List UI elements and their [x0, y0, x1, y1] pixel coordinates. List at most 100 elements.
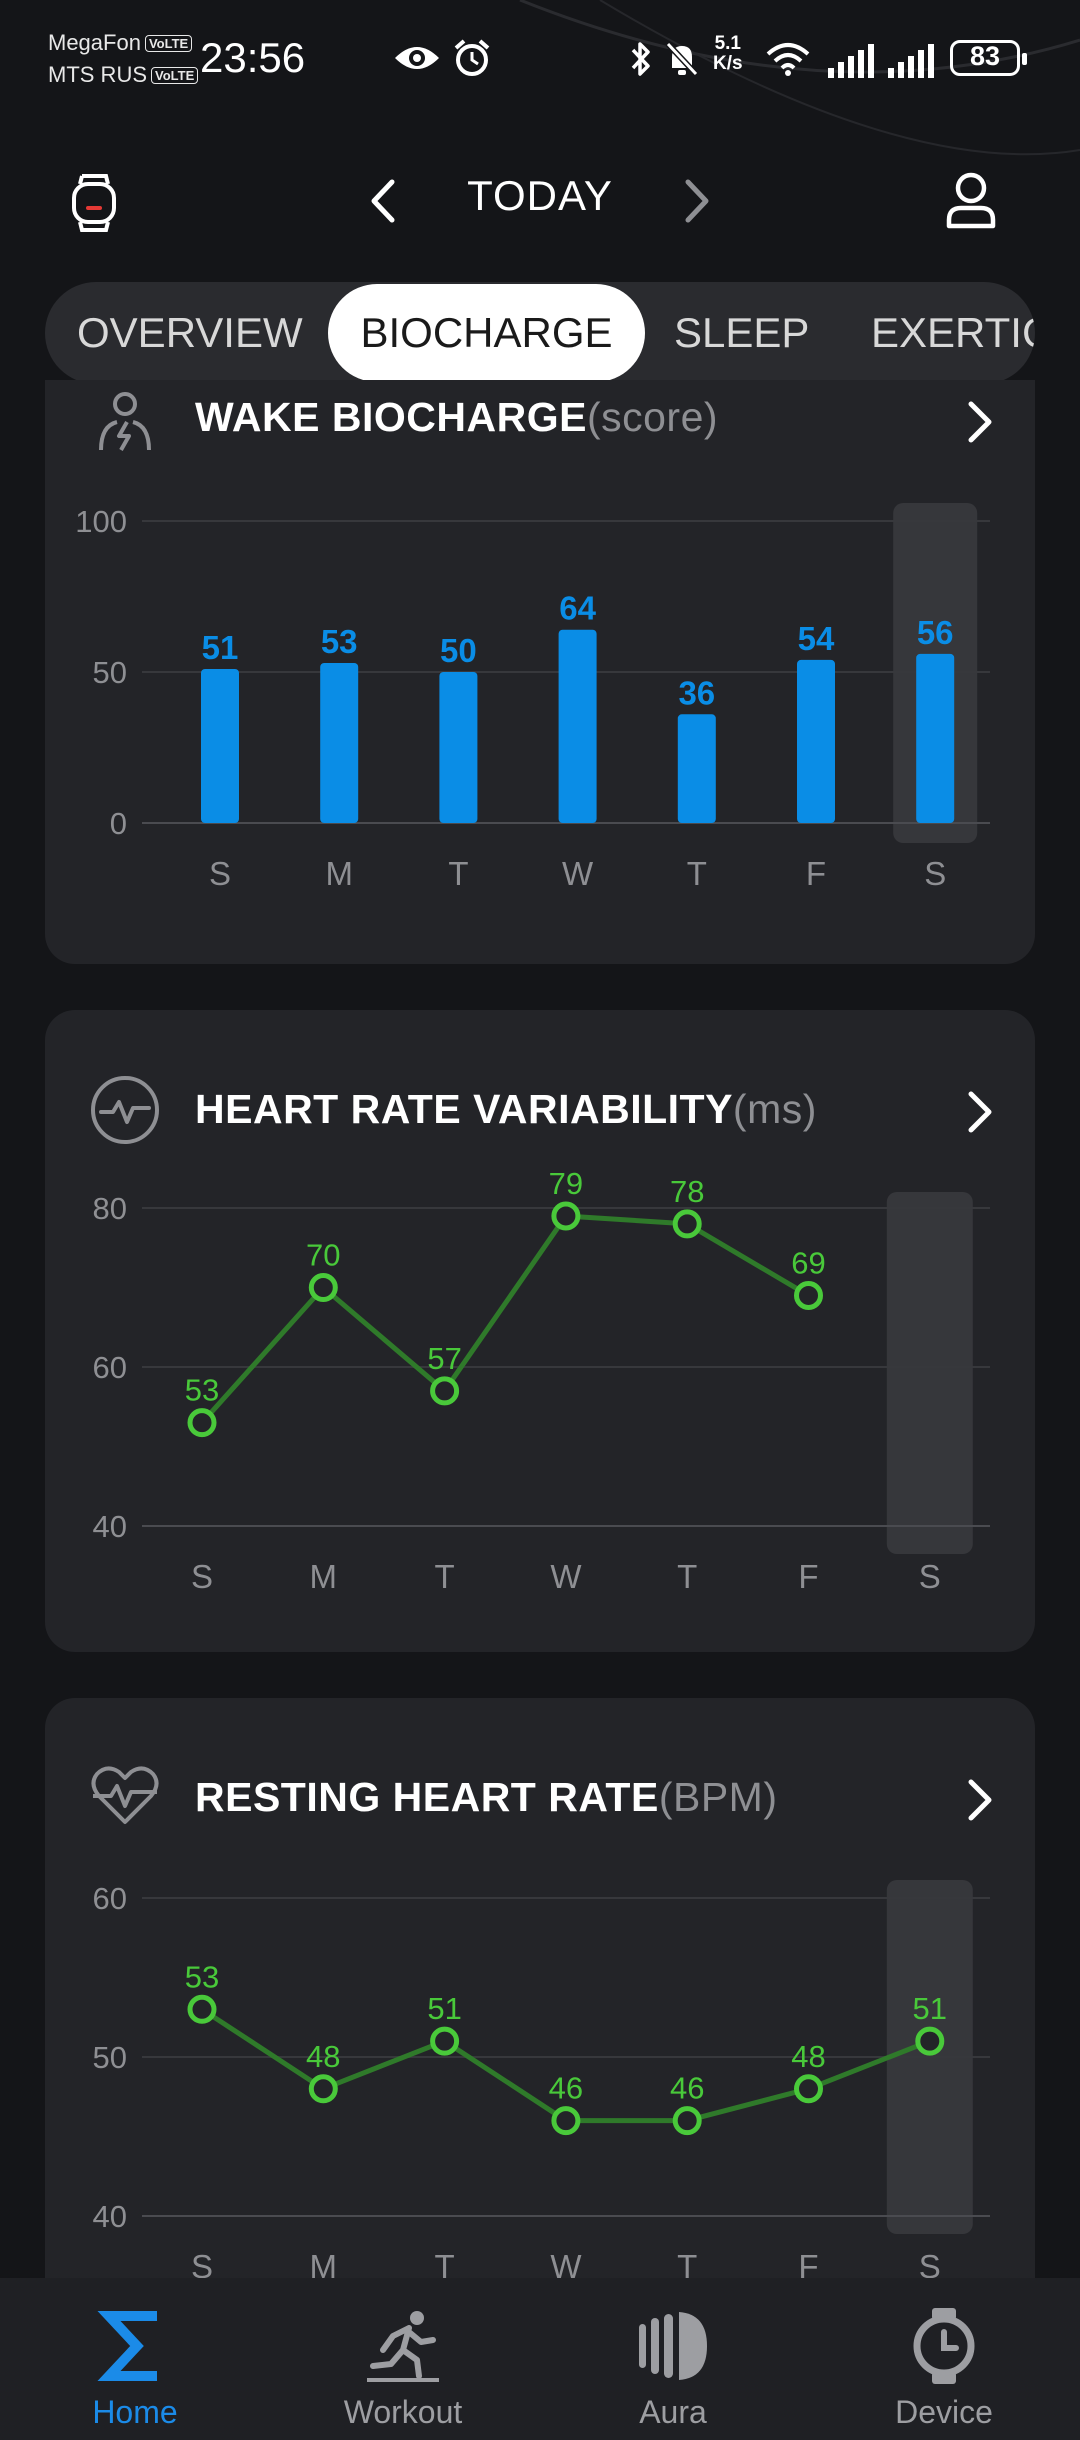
bar[interactable]	[439, 672, 478, 823]
hrv-card-title: HEART RATE VARIABILITY(ms)	[195, 1086, 817, 1133]
hrv-chart: 40 60 80 S M T W T F S 53 70 57 79 78 69	[93, 1166, 990, 1595]
runner-icon	[367, 2311, 439, 2382]
data-label: 70	[306, 1238, 340, 1273]
bar[interactable]	[797, 659, 835, 823]
bar[interactable]	[201, 668, 239, 823]
x-tick-label: F	[806, 855, 826, 892]
data-point[interactable]	[430, 2026, 460, 2056]
signal-icon	[888, 44, 934, 78]
nav-aura-label: Aura	[639, 2394, 707, 2430]
hrv-chevron-right-icon[interactable]	[965, 1090, 995, 1134]
bar[interactable]	[558, 629, 597, 823]
network-speed: 5.1 K/s	[713, 34, 743, 74]
data-point[interactable]	[915, 2026, 945, 2056]
data-label: 51	[202, 629, 239, 666]
tab-overview[interactable]: OVERVIEW	[77, 309, 303, 356]
nav-workout[interactable]: Workout	[293, 2278, 513, 2440]
nav-home-label: Home	[92, 2394, 178, 2430]
nav-aura[interactable]: Aura	[563, 2278, 783, 2440]
tab-biocharge[interactable]: BIOCHARGE	[328, 284, 645, 382]
data-point[interactable]	[794, 1280, 823, 1310]
data-point[interactable]	[187, 1994, 217, 2024]
next-day-button[interactable]	[680, 176, 716, 226]
stopwatch-icon	[913, 2308, 975, 2384]
network-speed-unit: K/s	[713, 53, 743, 74]
y-tick-label: 60	[93, 1350, 127, 1385]
carrier-1: MegaFon VoLTE	[48, 30, 193, 56]
data-label: 69	[791, 1245, 825, 1280]
tab-exertion[interactable]: EXERTIC	[871, 309, 1035, 356]
heart-rate-icon	[91, 1766, 159, 1824]
data-label: 53	[185, 1959, 219, 1994]
hrv-title-text: HEART RATE VARIABILITY	[195, 1086, 733, 1132]
bluetooth-icon	[631, 42, 650, 76]
carrier-2-name: MTS RUS	[48, 62, 147, 87]
rhr-card-title: RESTING HEART RATE(BPM)	[195, 1774, 777, 1821]
data-point[interactable]	[308, 2074, 338, 2104]
x-tick-label: T	[435, 2248, 455, 2285]
y-tick-label: 0	[110, 806, 127, 841]
data-point[interactable]	[672, 2106, 702, 2136]
data-point[interactable]	[794, 2074, 823, 2104]
bar[interactable]	[320, 662, 359, 823]
data-label: 51	[913, 1991, 947, 2026]
nav-device-label: Device	[895, 2394, 993, 2430]
data-label: 48	[791, 2039, 825, 2074]
data-label: 54	[798, 620, 835, 657]
eye-icon	[395, 47, 439, 69]
data-point[interactable]	[551, 1201, 581, 1231]
x-tick-label: M	[310, 1558, 338, 1595]
biocharge-title-unit: (score)	[586, 394, 719, 440]
nav-home[interactable]: Home	[25, 2278, 245, 2440]
y-tick-label: 60	[93, 1881, 127, 1916]
bar[interactable]	[916, 653, 955, 823]
hrv-title-unit: (ms)	[732, 1086, 817, 1132]
y-tick-label: 100	[75, 504, 127, 539]
x-tick-label: S	[191, 1558, 213, 1595]
battery-level: 83	[969, 41, 1001, 71]
watch-icon[interactable]	[66, 170, 122, 236]
x-tick-label: F	[798, 1558, 818, 1595]
volte-badge: VoLTE	[144, 35, 193, 52]
x-tick-label: T	[448, 855, 468, 892]
date-title: TODAY	[467, 172, 613, 219]
y-tick-label: 50	[93, 2040, 127, 2075]
nav-workout-label: Workout	[343, 2394, 463, 2430]
biocharge-chevron-right-icon[interactable]	[965, 400, 995, 444]
profile-icon[interactable]	[944, 170, 998, 230]
sigma-icon	[97, 2311, 157, 2381]
data-label: 64	[559, 590, 596, 627]
status-time: 23:56	[200, 34, 306, 81]
biocharge-icon	[99, 392, 151, 451]
x-tick-label: T	[435, 1558, 455, 1595]
volte-badge: VoLTE	[151, 67, 199, 84]
wake-biocharge-card[interactable]: WAKE BIOCHARGE(score) 0 50 100 S M T W T F S 51 53 5…	[45, 380, 1035, 964]
data-label: 56	[917, 614, 954, 651]
data-label: 46	[549, 2071, 583, 2106]
today-highlight	[886, 1192, 973, 1554]
series-line	[200, 1213, 810, 1425]
data-label: 50	[440, 632, 477, 669]
alarm-icon	[454, 39, 490, 76]
status-bar: MegaFon VoLTE MTS RUS VoLTE 23:56 5.1 K/s	[0, 0, 1080, 120]
tab-sleep[interactable]: SLEEP	[674, 309, 810, 356]
rhr-chevron-right-icon[interactable]	[965, 1778, 995, 1822]
resting-heart-rate-card[interactable]: RESTING HEART RATE(BPM) 40 50 60 S M T W T F S 53 4…	[45, 1698, 1035, 2338]
x-tick-label: S	[209, 855, 231, 892]
y-tick-label: 40	[93, 1509, 127, 1544]
bar[interactable]	[677, 714, 716, 823]
data-label: 79	[549, 1166, 583, 1201]
data-point[interactable]	[430, 1376, 460, 1406]
previous-day-button[interactable]	[364, 176, 400, 226]
y-tick-label: 50	[93, 655, 127, 690]
data-point[interactable]	[187, 1408, 217, 1438]
battery-indicator: 83	[950, 40, 1027, 76]
data-label: 53	[185, 1373, 219, 1408]
data-point[interactable]	[551, 2106, 581, 2136]
network-speed-value: 5.1	[714, 33, 741, 54]
signal-icon	[828, 44, 874, 78]
data-point[interactable]	[672, 1209, 702, 1239]
hrv-card[interactable]: HEART RATE VARIABILITY(ms) 40 60 80 S M T W T F S…	[45, 1010, 1035, 1652]
nav-device[interactable]: Device	[834, 2278, 1054, 2440]
data-point[interactable]	[308, 1273, 338, 1302]
